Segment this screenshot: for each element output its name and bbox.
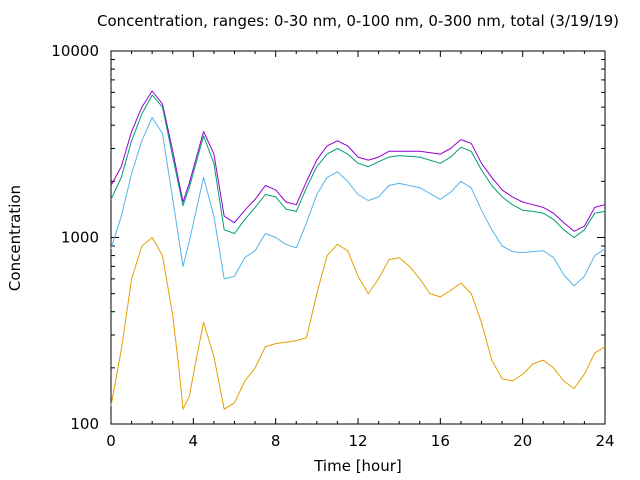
series-line-3 xyxy=(110,117,606,287)
y-tick-label: 1000 xyxy=(61,229,99,247)
x-axis: 0 4 8 12 16 20 24 xyxy=(106,51,615,450)
series-line-4 xyxy=(110,237,606,410)
y-tick-label: 100 xyxy=(70,415,99,433)
y-axis: 100 1000 10000 xyxy=(51,42,605,433)
x-tick-label: 24 xyxy=(595,432,614,450)
chart-title: Concentration, ranges: 0-30 nm, 0-100 nm… xyxy=(97,12,619,30)
series-line-1 xyxy=(110,90,606,232)
plot-frame xyxy=(110,50,606,425)
x-tick-label: 20 xyxy=(513,432,532,450)
x-tick-label: 16 xyxy=(431,432,450,450)
y-axis-label: Concentration xyxy=(6,185,24,291)
x-axis-label: Time [hour] xyxy=(313,457,402,475)
x-tick-label: 12 xyxy=(348,432,367,450)
series-group xyxy=(110,90,606,410)
x-tick-label: 8 xyxy=(271,432,281,450)
x-tick-label: 4 xyxy=(189,432,199,450)
series-line-2 xyxy=(110,94,606,238)
x-tick-label: 0 xyxy=(106,432,116,450)
y-tick-label: 10000 xyxy=(51,42,99,60)
